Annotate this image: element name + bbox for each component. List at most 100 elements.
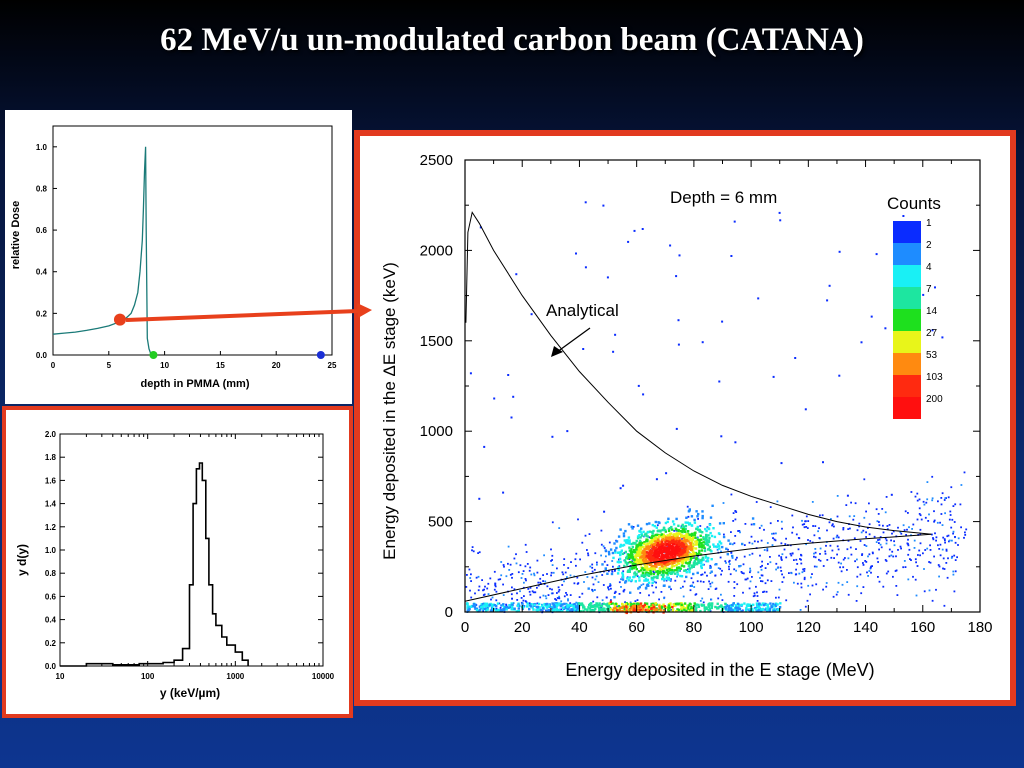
scatter-point — [768, 609, 771, 613]
scatter-point — [577, 602, 581, 605]
scatter-point — [699, 580, 702, 583]
scatter-point — [707, 556, 710, 560]
scatter-point — [877, 539, 879, 541]
colorbar-swatch — [893, 375, 921, 397]
scatter-point — [696, 525, 699, 529]
scatter-point — [721, 569, 723, 572]
analytical-annotation: Analytical — [546, 301, 619, 320]
scatter-point — [672, 603, 675, 606]
scatter-point — [692, 572, 695, 576]
scatter-point — [524, 543, 527, 546]
scatter-point — [687, 545, 690, 548]
scatter-point — [619, 551, 622, 554]
scatter-point — [931, 499, 934, 502]
scatter-point — [653, 543, 656, 546]
scatter-point — [923, 568, 925, 570]
scatter-point — [731, 603, 734, 607]
scatter-point — [812, 525, 814, 527]
scatter-point — [837, 581, 840, 584]
scatter-point — [614, 333, 617, 336]
let-ytick-label: 1.0 — [45, 546, 57, 555]
scatter-point — [691, 537, 694, 541]
scatter-point — [773, 607, 776, 610]
scatter-point — [836, 591, 839, 593]
scatter-point — [907, 512, 909, 514]
scatter-point — [541, 604, 544, 607]
scatter-point — [630, 553, 634, 556]
scatter-point — [693, 586, 696, 588]
scatter-point — [668, 535, 671, 538]
scatter-point — [630, 525, 633, 528]
scatter-point — [681, 548, 685, 551]
scatter-point — [655, 603, 658, 606]
scatter-point — [627, 556, 631, 559]
scatter-point — [551, 564, 554, 566]
scatter-point — [539, 577, 542, 580]
scatter-point — [656, 544, 659, 547]
scatter-point — [755, 602, 759, 605]
scatter-point — [878, 538, 881, 541]
let-ytick-label: 0.8 — [45, 569, 57, 578]
scatter-point — [861, 554, 863, 556]
scatter-point — [611, 560, 614, 562]
scatter-point — [953, 554, 956, 557]
scatter-point — [573, 582, 576, 585]
scatter-point — [566, 603, 569, 607]
scatter-point — [603, 547, 606, 549]
scatter-point — [639, 560, 642, 563]
scatter-point — [629, 566, 633, 569]
scatter-point — [655, 550, 658, 553]
scatter-point — [688, 570, 691, 574]
scatter-point — [609, 548, 613, 551]
scatter-point — [899, 531, 902, 533]
scatter-point — [651, 578, 655, 581]
scatter-point — [618, 581, 621, 584]
scatter-point — [630, 560, 633, 564]
scatter-point — [676, 559, 679, 563]
scatter-point — [885, 539, 888, 542]
scatter-point — [937, 544, 939, 547]
scatter-point — [542, 574, 544, 576]
scatter-point — [651, 603, 655, 607]
scatter-point — [707, 608, 710, 612]
scatter-point — [727, 606, 731, 610]
scatter-point — [707, 547, 711, 551]
scatter-point — [607, 587, 610, 589]
scatter-point — [766, 608, 769, 611]
scatter-point — [744, 609, 748, 612]
scatter-point — [667, 571, 671, 575]
scatter-point — [666, 554, 669, 557]
scatter-point — [732, 512, 735, 514]
scatter-point — [624, 529, 627, 533]
scatter-point — [880, 546, 883, 549]
lineal-energy-spectrum-chart: 10 100 1000 100000.00.20.40.60.81.01.21.41.… — [15, 430, 335, 700]
scatter-point — [941, 548, 944, 551]
scatter-point — [470, 573, 472, 576]
scatter-point — [936, 521, 939, 524]
scatter-point — [644, 544, 648, 547]
scatter-point — [664, 555, 667, 558]
scatter-point — [665, 579, 668, 582]
scatter-point — [709, 548, 712, 552]
scatter-point — [646, 571, 649, 575]
scatter-point — [565, 602, 568, 605]
scatter-point — [803, 578, 806, 581]
scatter-point — [890, 539, 892, 542]
scatter-point — [636, 535, 640, 538]
scatter-point — [603, 610, 607, 613]
scatter-point — [890, 554, 893, 557]
scatter-point — [687, 515, 690, 518]
scatter-point — [964, 531, 966, 534]
scatter-point — [622, 570, 625, 573]
scatter-point — [639, 602, 643, 605]
scatter-point — [653, 540, 657, 543]
scatter-point — [619, 487, 622, 490]
scatter-point — [907, 553, 910, 556]
scatter-point — [754, 608, 758, 611]
scatter-point — [616, 605, 618, 608]
scatter-point — [614, 551, 617, 554]
scatter-point — [650, 549, 653, 553]
scatter-point — [776, 567, 779, 569]
scatter-point — [888, 555, 891, 558]
scatter-point — [919, 533, 922, 536]
